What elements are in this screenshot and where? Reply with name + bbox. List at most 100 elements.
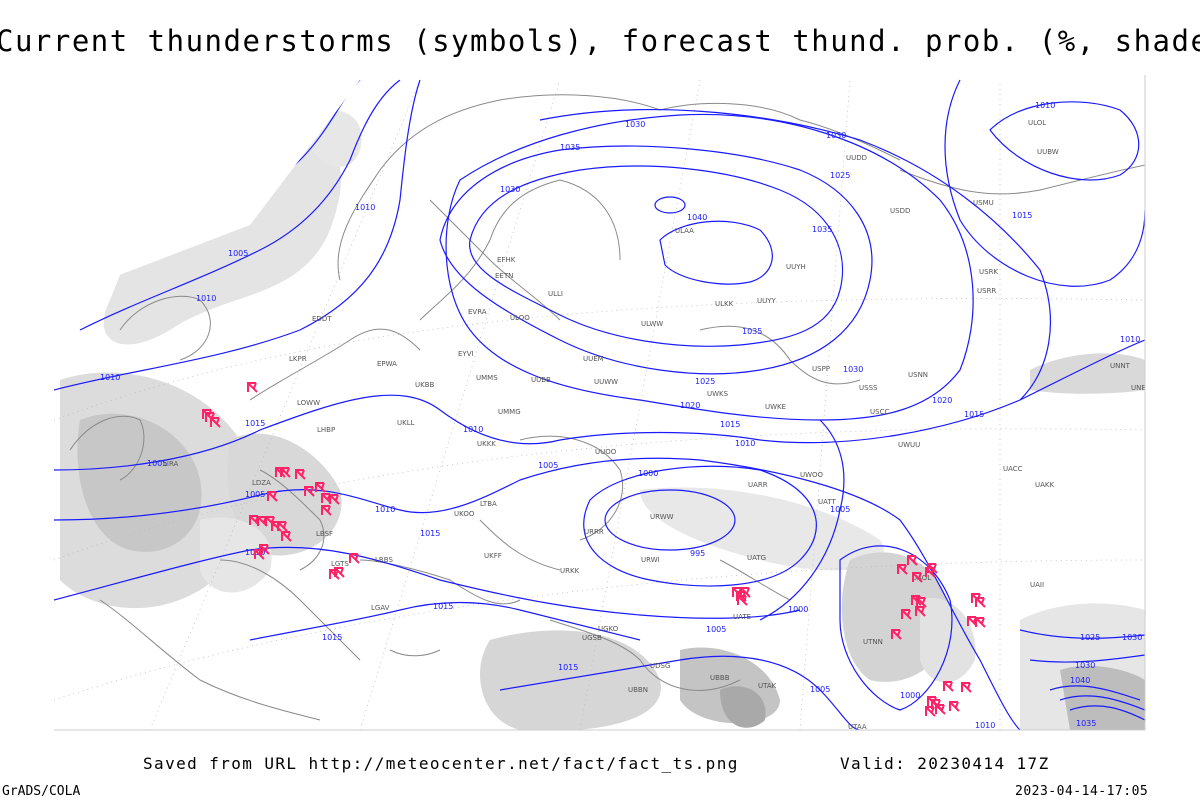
station-label: LRBS (375, 556, 393, 564)
station-label: UGSB (582, 634, 602, 642)
isobar-label: 995 (690, 549, 705, 558)
thunderstorm-symbol (975, 617, 986, 628)
station-label: UTAK (758, 682, 777, 690)
thunderstorm-symbol (295, 469, 306, 480)
isobar-label: 1030 (1075, 661, 1095, 670)
isobar-label: 1000 (638, 469, 658, 478)
isobar-label: 1035 (1076, 719, 1096, 728)
thunderstorm-symbol (247, 382, 258, 393)
thunderstorm-symbol (961, 682, 972, 693)
thunderstorm-symbol (907, 555, 918, 566)
isobar-label: 1030 (500, 185, 520, 194)
thunderstorm-symbol (254, 549, 265, 560)
isobar-label: 1010 (1035, 101, 1055, 110)
station-label: USRK (979, 268, 998, 276)
station-label: EFHK (497, 256, 516, 264)
station-label: LIRA (163, 460, 179, 468)
thunderstorm-symbol (897, 564, 908, 575)
station-label: USMU (973, 199, 994, 207)
isobar-label: 1010 (196, 294, 216, 303)
isobar-label: 1010 (375, 505, 395, 514)
station-label: UAOL (912, 574, 931, 582)
station-label: EVRA (468, 308, 487, 316)
station-label: UMMG (498, 408, 521, 416)
thunderstorm-symbol (281, 531, 292, 542)
isobar-label: 1005 (245, 490, 265, 499)
station-label: UNNT (1110, 362, 1131, 370)
isobar-label: 1015 (964, 410, 984, 419)
station-label: ULOL (1028, 119, 1046, 127)
software-credit: GrADS/COLA (2, 784, 81, 799)
station-label: UTNN (863, 638, 883, 646)
isobar-label: 1040 (1070, 676, 1090, 685)
thunderstorm-symbol (277, 521, 288, 532)
coastlines (69, 94, 1145, 721)
thunderstorm-symbol (280, 467, 291, 478)
station-label: UTAA (848, 723, 867, 731)
station-label: EDDT (312, 315, 332, 323)
thunderstorm-symbol (304, 486, 315, 497)
thunderstorm-symbol (329, 494, 340, 505)
thunderstorm-symbol (334, 567, 345, 578)
station-label: UWUU (898, 441, 920, 449)
station-label: LKPR (289, 355, 307, 363)
thunderstorm-symbol (737, 595, 748, 606)
station-label: UKFF (484, 552, 502, 560)
station-label: UUYY (757, 297, 777, 305)
isobar-label: 1035 (812, 225, 832, 234)
station-label: URWW (650, 513, 674, 521)
isobar-label: 1035 (742, 327, 762, 336)
station-label: UNBB (1131, 384, 1151, 392)
station-label: UATT (818, 498, 837, 506)
station-label: UUWW (594, 378, 618, 386)
station-label: ULWW (641, 320, 663, 328)
isobar-label: 1005 (538, 461, 558, 470)
station-label: UUDD (846, 154, 867, 162)
station-label: USRR (977, 287, 996, 295)
isobar-label: 1015 (720, 420, 740, 429)
station-label: UUBW (1037, 148, 1059, 156)
station-label: LGTS (331, 560, 349, 568)
station-label: LHBP (317, 426, 335, 434)
station-label: UWKE (765, 403, 786, 411)
station-label: USSS (859, 384, 878, 392)
station-label: UACC (1003, 465, 1023, 473)
valid-time-text: Valid: 20230414 17Z (840, 754, 1050, 773)
isobar-label: 1015 (558, 663, 578, 672)
isobar-label: 1010 (975, 721, 995, 730)
station-label: EPWA (377, 360, 397, 368)
station-label: UARR (748, 481, 768, 489)
station-label: UUYH (786, 263, 806, 271)
isobar-label: 1035 (560, 143, 580, 152)
isobar-label: 1015 (1012, 211, 1032, 220)
station-label: UUBB (531, 376, 551, 384)
isobar-label: 1010 (1120, 335, 1140, 344)
isobar-label: 1025 (695, 377, 715, 386)
thunderstorm-symbol (205, 412, 216, 423)
isobar-label: 1015 (245, 419, 265, 428)
isobar-label: 1010 (355, 203, 375, 212)
thunderstorm-symbol (949, 701, 960, 712)
isobar-label: 1040 (687, 213, 707, 222)
station-label: UUEM (583, 355, 604, 363)
isobar-label: 1005 (228, 249, 248, 258)
station-label: UGKO (598, 625, 619, 633)
station-label: UAKK (1035, 481, 1055, 489)
isobar-label: 1010 (100, 373, 120, 382)
isobar-label: 1030 (826, 131, 846, 140)
thunderstorm-symbols (202, 382, 986, 717)
thunderstorm-symbol (912, 572, 923, 583)
station-label: UKLL (397, 419, 415, 427)
thunderstorm-symbol (740, 587, 751, 598)
station-label: USNN (908, 371, 928, 379)
station-label: ULAA (675, 227, 694, 235)
map-title: Current thunderstorms (symbols), forecas… (0, 24, 1200, 58)
thunderstorm-symbol (321, 505, 332, 516)
station-label: UBBB (710, 674, 730, 682)
station-label: UUOO (595, 448, 617, 456)
isobar-label: 1010 (735, 439, 755, 448)
station-label: UAII (1030, 581, 1044, 589)
probability-shading (60, 110, 1145, 730)
station-label: LBSF (316, 530, 333, 538)
